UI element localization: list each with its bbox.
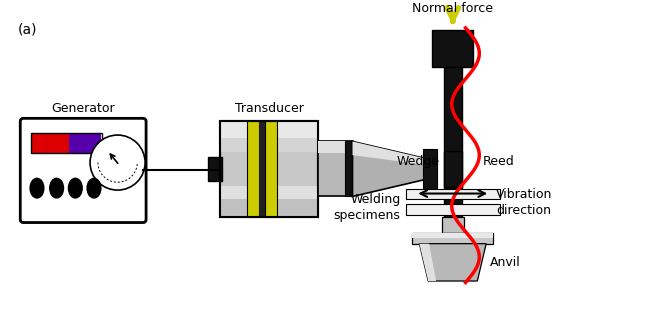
Bar (220, 138, 318, 152)
Text: Normal force: Normal force (412, 2, 493, 15)
FancyBboxPatch shape (20, 118, 146, 223)
Text: Generator: Generator (51, 102, 115, 115)
Bar (220, 186, 318, 199)
Text: Reed: Reed (483, 155, 515, 168)
Bar (259, 121, 265, 217)
Bar (444, 151, 461, 187)
Polygon shape (419, 244, 436, 281)
Ellipse shape (30, 178, 44, 198)
Bar (31, 133, 69, 153)
Text: Transducer: Transducer (235, 102, 303, 115)
Bar (432, 30, 474, 67)
Bar (220, 121, 318, 217)
Bar (413, 233, 493, 238)
Bar (220, 199, 318, 217)
Bar (265, 121, 277, 217)
Ellipse shape (69, 178, 82, 198)
Bar (413, 233, 493, 244)
Ellipse shape (50, 178, 64, 198)
Text: Vibration
direction: Vibration direction (496, 188, 552, 217)
Bar (345, 142, 353, 197)
Polygon shape (353, 142, 428, 197)
Bar (69, 133, 101, 153)
Polygon shape (419, 244, 486, 281)
Bar (444, 59, 461, 263)
Bar (442, 217, 463, 233)
Polygon shape (318, 142, 353, 197)
Bar (406, 204, 500, 215)
Bar (406, 189, 500, 199)
Bar (208, 157, 222, 181)
Bar (248, 121, 259, 217)
Text: Welding
specimens: Welding specimens (334, 193, 400, 222)
Polygon shape (353, 142, 428, 165)
Bar (423, 149, 437, 189)
Circle shape (90, 135, 145, 190)
Bar (220, 121, 318, 217)
Text: Wedge: Wedge (397, 155, 440, 168)
Text: (a): (a) (17, 23, 37, 37)
Bar (31, 133, 102, 153)
Text: Anvil: Anvil (490, 256, 521, 269)
Polygon shape (318, 142, 353, 153)
Bar (220, 121, 318, 138)
Ellipse shape (87, 178, 101, 198)
